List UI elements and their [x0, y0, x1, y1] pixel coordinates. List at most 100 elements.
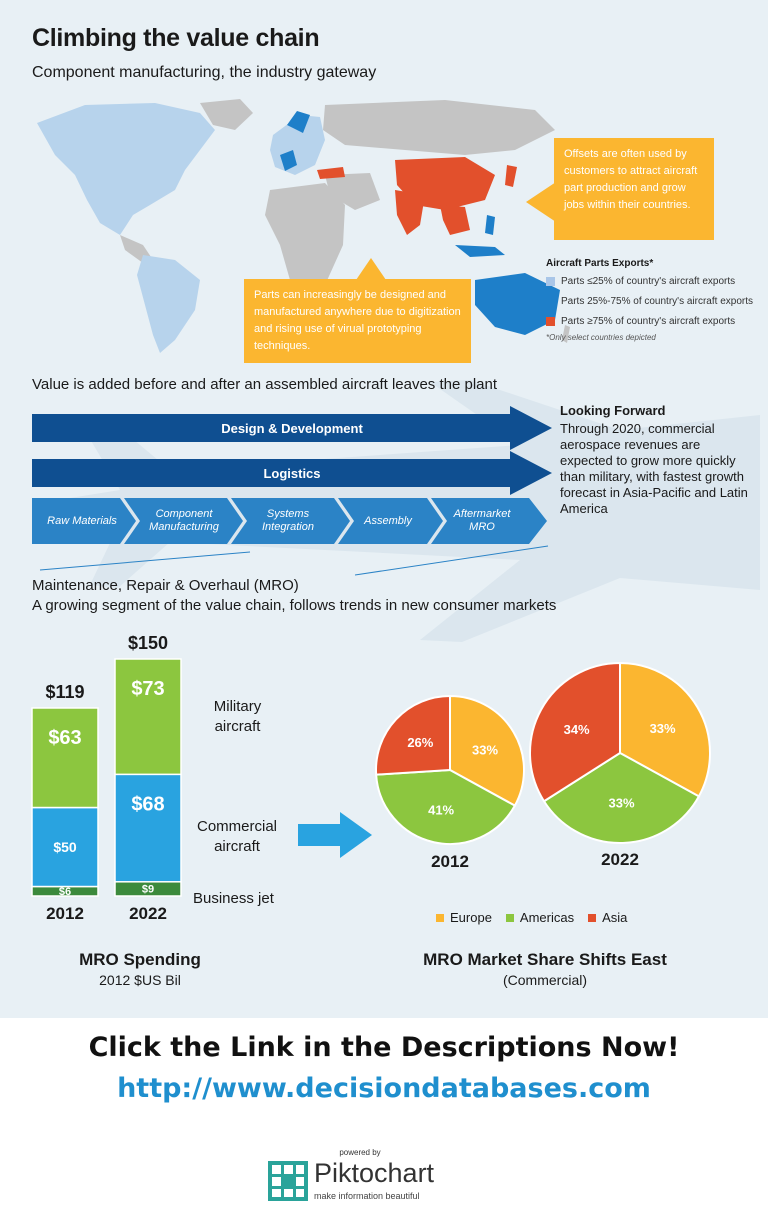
design-arrow-label: Design & Development: [221, 421, 363, 436]
series-label-business-jet: Business jet: [193, 890, 274, 907]
pie-slice-label: 26%: [407, 735, 433, 750]
cta-text: Click the Link in the Descriptions Now!: [88, 1032, 680, 1063]
map-india: [395, 190, 425, 235]
bar-chart-title: MRO Spending: [79, 950, 201, 969]
bar-value-label: $9: [142, 884, 154, 896]
stage-label: Systems Integration: [262, 508, 314, 533]
stage-label: Assembly: [364, 515, 412, 527]
map-turkey: [317, 167, 345, 179]
callout-offsets-text: Offsets are often used by customers to a…: [564, 148, 698, 211]
legend-swatch-high: [546, 317, 555, 326]
map-se-asia: [440, 205, 470, 235]
bar-segment: [31, 707, 99, 809]
callout-design-text: Parts can increasingly be designed and m…: [254, 289, 461, 352]
map-west-europe: [280, 150, 297, 171]
bar-value-label: $6: [59, 886, 71, 898]
stage-label: Component Manufacturing: [149, 508, 219, 533]
bar-value-label: $63: [48, 727, 81, 749]
map-japan: [505, 165, 517, 187]
map-new-zealand: [562, 325, 570, 343]
stage-chevrons: [32, 498, 547, 544]
pie-year-label: 2022: [601, 850, 639, 869]
map-indonesia: [455, 245, 505, 257]
mro-spending-chart: $6 $50 $63 $119 2012 $9 $68 $73 $150 2022: [31, 633, 182, 920]
pie-year-label: 2012: [431, 852, 469, 871]
brand-suffix: chart: [374, 1158, 435, 1188]
mro-subheading: A growing segment of the value chain, fo…: [32, 597, 557, 614]
map-middle-east: [325, 173, 380, 210]
piktochart-tagline: make information beautiful: [314, 1191, 420, 1201]
map-russia: [323, 100, 555, 155]
pie-slice: [529, 661, 621, 803]
pie-slice-label: 34%: [564, 722, 590, 737]
series-label-commercial: Commercial aircraft: [196, 818, 277, 855]
map-north-america: [37, 103, 215, 235]
map-legend-label: Parts 25%-75% of country's aircraft expo…: [561, 296, 753, 307]
callout-design: Parts can increasingly be designed and m…: [244, 279, 471, 363]
map-scandinavia: [287, 111, 310, 133]
pie-chart-title: MRO Market Share Shifts East: [423, 950, 667, 969]
bar-category-label: 2022: [129, 904, 167, 920]
bar-total-label: $150: [128, 633, 168, 653]
pie-legend-swatch: [588, 913, 597, 922]
pie-legend: Europe Americas Asia: [436, 910, 627, 925]
map-legend-label: Parts ≤25% of country's aircraft exports: [561, 276, 736, 287]
logistics-arrow-label: Logistics: [263, 466, 321, 481]
map-legend-row: Parts 25%-75% of country's aircraft expo…: [546, 296, 766, 307]
piktochart-brand: Piktochart: [314, 1158, 434, 1189]
map-africa: [265, 183, 345, 300]
callout-offsets-pointer: [526, 182, 556, 222]
pie-legend-item: Europe: [436, 910, 492, 925]
series-label-military: Military aircraft: [213, 698, 262, 735]
page-title: Climbing the value chain: [32, 24, 320, 52]
world-map: [37, 99, 570, 353]
pie-slice: [375, 768, 517, 845]
bar-value-label: $68: [131, 793, 164, 815]
powered-by-text: powered by: [339, 1148, 381, 1157]
legend-swatch-low: [546, 277, 555, 286]
map-legend-row: Parts ≥75% of country's aircraft exports: [546, 316, 766, 327]
bar-chart-subtitle: 2012 $US Bil: [99, 972, 181, 988]
design-arrow: [32, 406, 552, 450]
looking-forward-title: Looking Forward: [560, 403, 666, 418]
map-australia: [475, 273, 560, 335]
stage-label: Raw Materials: [47, 515, 117, 527]
cta-link[interactable]: http://www.decisiondatabases.com: [117, 1073, 651, 1104]
stage-chevron: [431, 498, 547, 544]
piktochart-logo-icon: [268, 1161, 308, 1201]
bar-total-label: $119: [45, 682, 84, 702]
map-legend-note: *Only select countries depicted: [546, 333, 656, 342]
stage-chevron: [231, 498, 350, 544]
page-subtitle: Component manufacturing, the industry ga…: [32, 64, 377, 81]
bar-segment: [114, 658, 182, 776]
pie-legend-item: Americas: [505, 910, 574, 925]
pie-chart-subtitle: (Commercial): [503, 972, 587, 988]
infographic: Climbing the value chain Component manuf…: [0, 0, 768, 1018]
market-share-pies: 33% 41% 26% 33% 33% 34%: [375, 661, 711, 845]
legend-swatch-mid: [546, 297, 555, 306]
stage-chevron: [124, 498, 243, 544]
map-legend: Aircraft Parts Exports* Parts ≤25% of co…: [546, 258, 766, 342]
bar-value-label: $50: [53, 839, 77, 855]
pie-slice-label: 33%: [472, 742, 498, 757]
pie-legend-label: Europe: [450, 910, 492, 925]
map-legend-row: Parts ≤25% of country's aircraft exports: [546, 276, 766, 287]
pie-slice: [619, 661, 711, 798]
stage-label: Aftermarket MRO: [453, 508, 511, 533]
map-greenland: [200, 99, 253, 130]
pie-slice-label: 33%: [609, 795, 635, 810]
bar-category-label: 2012: [46, 904, 84, 920]
bar-value-label: $73: [131, 678, 164, 700]
stage-chevron: [32, 498, 136, 544]
bar-segment: [31, 806, 99, 888]
stage-chevron: [338, 498, 443, 544]
logistics-arrow: [32, 451, 552, 495]
mro-heading: Maintenance, Repair & Overhaul (MRO): [32, 577, 299, 594]
callout-design-pointer: [356, 258, 386, 280]
transition-arrow: [298, 812, 372, 858]
pie-slice-label: 41%: [428, 803, 454, 818]
map-legend-label: Parts ≥75% of country's aircraft exports: [561, 316, 736, 327]
callout-offsets: Offsets are often used by customers to a…: [554, 138, 714, 240]
pie-legend-swatch: [436, 913, 444, 922]
pie-slice: [542, 751, 701, 844]
